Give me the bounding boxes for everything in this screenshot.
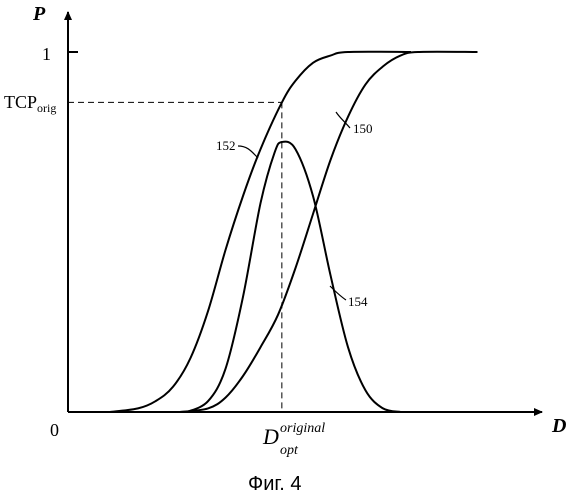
series-152-line [110,52,411,412]
tcp-orig-label: TCPorig [4,92,56,115]
dopt-original-label: D [262,424,279,449]
figure-caption: Фиг. 4 [248,473,301,495]
label-152: 152 [216,138,236,153]
x-axis-label: D [551,415,566,437]
leader-154 [330,286,346,300]
leader-152 [238,146,258,158]
y-tick-label-1: 1 [42,44,51,64]
label-154: 154 [348,294,368,309]
origin-label: 0 [50,420,59,440]
y-axis-label: P [32,3,46,25]
series-154-line [187,142,401,412]
dopt-original-sub: opt [280,443,299,458]
dopt-original-sup: original [280,421,325,436]
series-150-line [180,52,478,412]
label-150: 150 [353,121,373,136]
